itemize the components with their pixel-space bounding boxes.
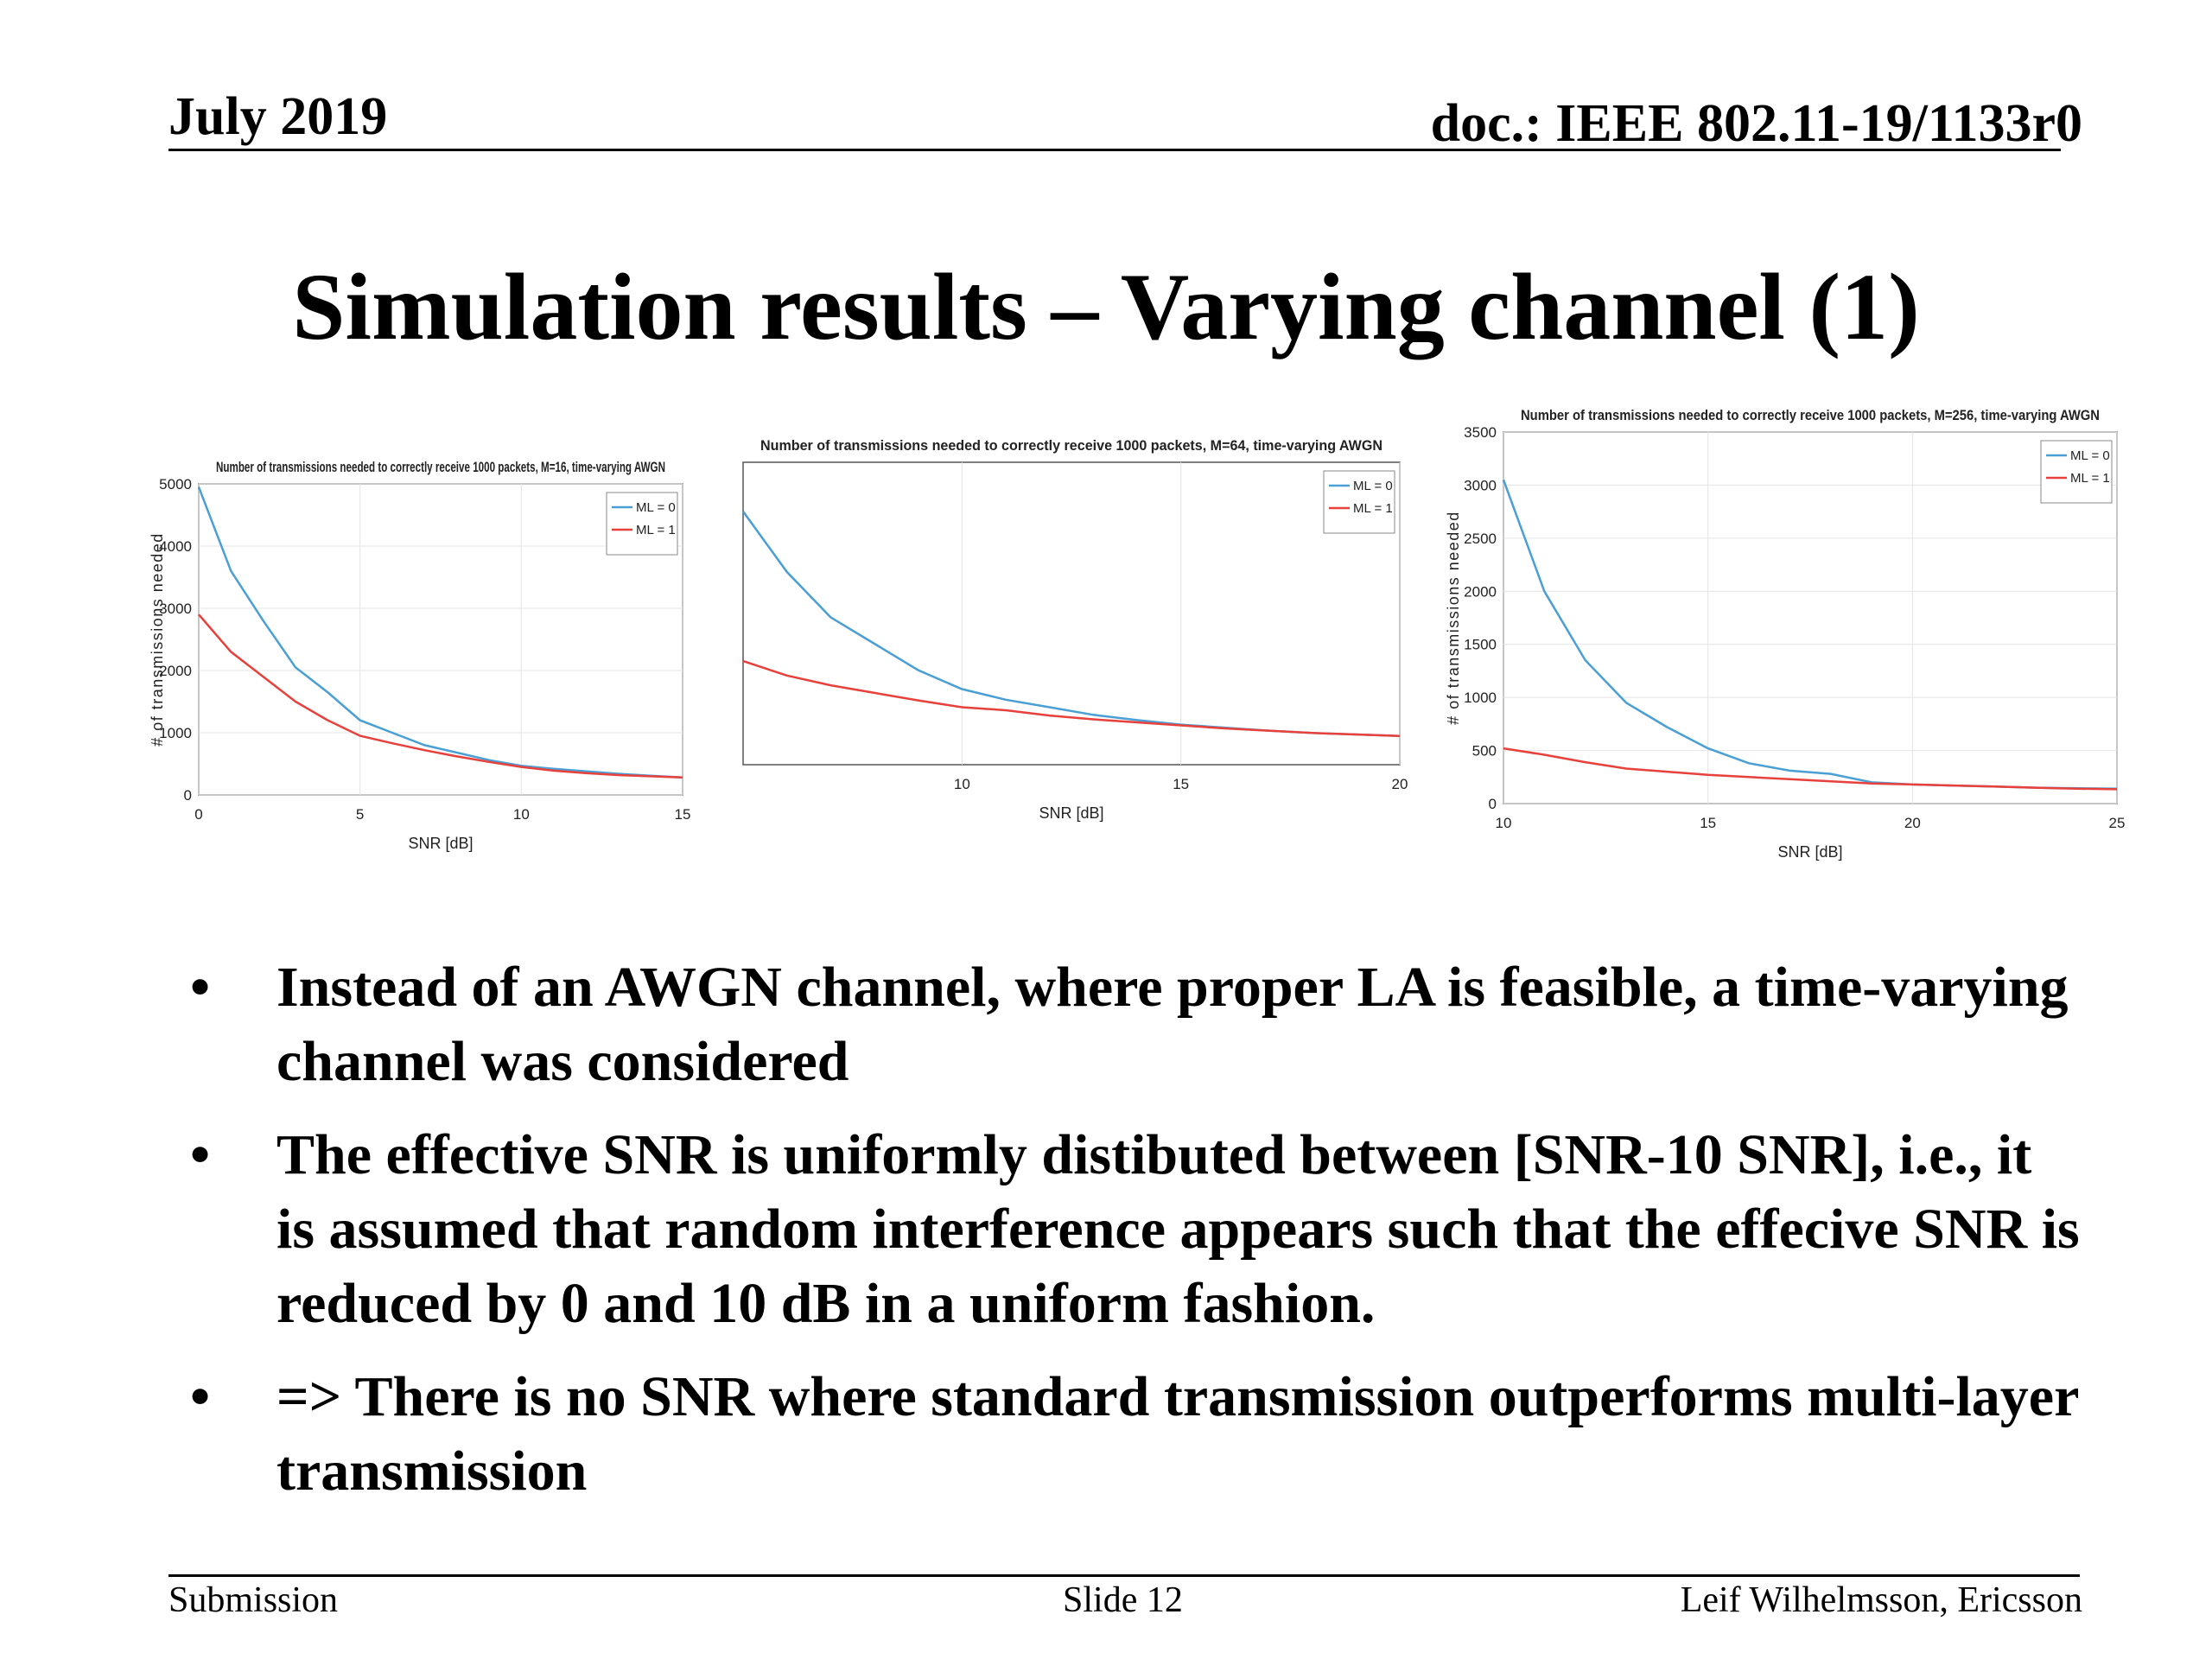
header-divider — [168, 149, 2061, 151]
x-tick-label: 25 — [2109, 815, 2126, 831]
series-line — [742, 659, 1401, 738]
series-line — [197, 486, 683, 779]
footer-divider — [168, 1574, 2080, 1577]
legend-label: ML = 0 — [636, 500, 676, 515]
bullet-text: The effective SNR is uniformly distibute… — [276, 1123, 2080, 1335]
y-axis-label: # of transmissions needed — [1445, 511, 1462, 725]
legend-label: ML = 1 — [636, 523, 676, 537]
bullet-item: • => There is no SNR where standard trans… — [181, 1360, 2082, 1509]
y-tick-label: 3500 — [1464, 424, 1497, 441]
x-tick-label: 20 — [1392, 776, 1408, 792]
x-tick-label: 10 — [1496, 815, 1512, 831]
y-tick-label: 5000 — [159, 476, 192, 493]
legend-box — [2040, 440, 2113, 504]
legend-label: ML = 0 — [2070, 448, 2110, 463]
chart-m16: 0 5 10 15 0 1000 2000 3000 4000 5000 ML = 0 ML = 1 N… — [149, 459, 691, 852]
legend-box — [1323, 470, 1395, 534]
y-tick-label: 1000 — [1464, 690, 1497, 706]
y-tick-label: 1500 — [1464, 637, 1497, 653]
y-tick-label: 1000 — [159, 725, 192, 741]
header-doc-id: doc.: IEEE 802.11-19/1133r0 — [1430, 94, 2082, 153]
y-tick-label: 2500 — [1464, 531, 1497, 547]
chart-title: Number of transmissions needed to correc… — [1521, 407, 2100, 423]
footer-slide-number: Slide 12 — [1063, 1580, 1183, 1620]
bullet-item: • Instead of an AWGN channel, where prope… — [181, 950, 2082, 1099]
y-tick-label: 4000 — [159, 538, 192, 555]
legend-label: ML = 1 — [1353, 501, 1393, 516]
y-tick-label: 2000 — [1464, 583, 1497, 600]
y-tick-label: 2000 — [159, 663, 192, 679]
x-tick-label: 10 — [513, 806, 530, 823]
bullet-item: • The effective SNR is uniformly distibut… — [181, 1118, 2082, 1341]
y-tick-label: 3000 — [1464, 477, 1497, 493]
x-axis-label: SNR [dB] — [1039, 804, 1103, 822]
chart-m64: 10 15 20 ML = 0 ML = 1 Number of transmission… — [741, 437, 1408, 822]
x-tick-label: 10 — [954, 776, 970, 792]
legend-label: ML = 0 — [1353, 479, 1393, 493]
legend-box — [606, 492, 678, 556]
x-tick-label: 15 — [675, 806, 691, 823]
x-axis-label: SNR [dB] — [1777, 843, 1842, 861]
y-tick-label: 0 — [184, 787, 192, 804]
slide-title: Simulation results – Varying channel (1) — [292, 254, 1920, 359]
chart-title: Number of transmissions needed to correc… — [760, 437, 1382, 454]
footer-submission: Submission — [168, 1580, 339, 1620]
y-tick-label: 0 — [1489, 796, 1497, 812]
plot-area — [198, 483, 683, 796]
y-axis-label: # of transmissions needed — [149, 532, 166, 747]
x-tick-label: 5 — [356, 806, 364, 823]
header-date: July 2019 — [168, 87, 388, 146]
y-tick-label: 3000 — [159, 601, 192, 617]
x-tick-label: 15 — [1173, 776, 1189, 792]
legend-label: ML = 1 — [2070, 471, 2110, 486]
chart-m256: 10 15 20 25 0 500 1000 1500 2000 2500 3000 3500 ML =… — [1445, 407, 2126, 861]
x-axis-label: SNR [dB] — [408, 835, 473, 852]
chart-title: Number of transmissions needed to correc… — [216, 459, 665, 475]
y-tick-label: 500 — [1472, 743, 1497, 760]
bullet-marker: • — [190, 1123, 211, 1186]
x-tick-label: 20 — [1904, 815, 1921, 831]
bullet-marker: • — [190, 956, 211, 1019]
bullet-text: => There is no SNR where standard transm… — [276, 1365, 2079, 1503]
footer-author: Leif Wilhelmsson, Ericsson — [1680, 1580, 2082, 1620]
series-line — [1503, 747, 2118, 791]
series-line — [198, 613, 683, 779]
bullet-list: • Instead of an AWGN channel, where prope… — [181, 950, 2082, 1528]
x-tick-label: 15 — [1700, 815, 1716, 831]
bullet-marker: • — [190, 1365, 211, 1428]
bullet-text: Instead of an AWGN channel, where proper… — [276, 956, 2069, 1093]
plot-area — [1503, 431, 2118, 804]
plot-area — [742, 461, 1401, 766]
x-tick-label: 0 — [194, 806, 202, 823]
